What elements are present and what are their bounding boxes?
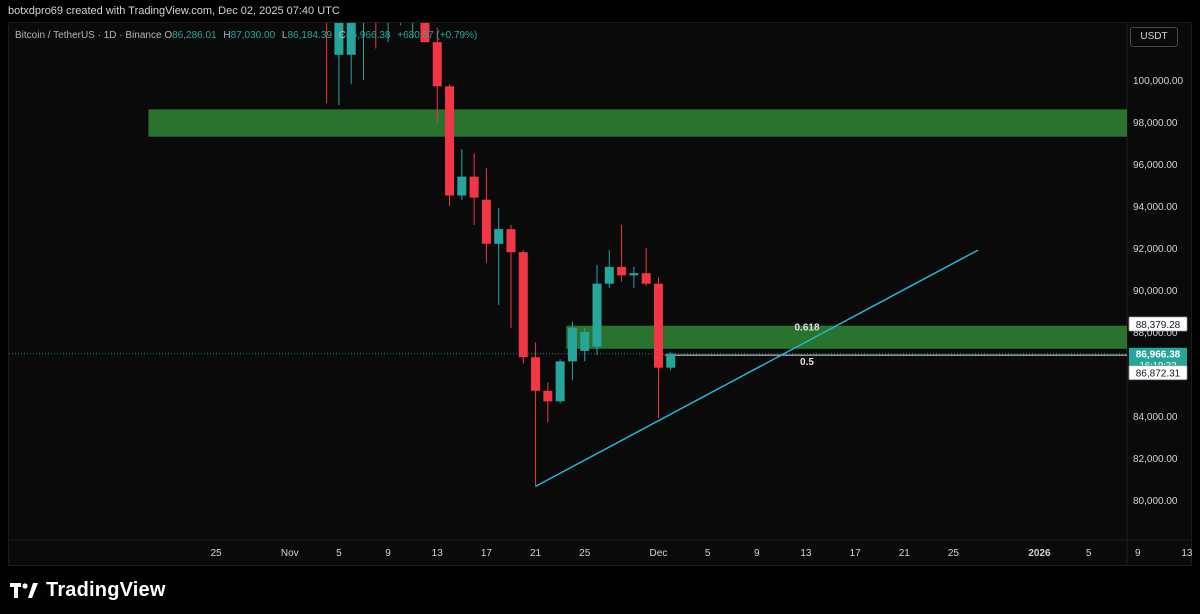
candle-body[interactable] xyxy=(629,273,639,276)
fib-label-0: 0.618 xyxy=(794,323,819,334)
currency-button[interactable]: USDT xyxy=(1130,27,1178,47)
y-tick-label: 98,000.00 xyxy=(1133,118,1178,129)
close-value: 86,966.38 xyxy=(346,30,391,41)
y-tick-label: 84,000.00 xyxy=(1133,412,1178,423)
open-value: 86,286.01 xyxy=(172,30,217,41)
candle-body[interactable] xyxy=(346,13,356,55)
y-tick-label: 100,000.00 xyxy=(1133,76,1183,87)
low-value: 86,184.39 xyxy=(287,30,332,41)
x-tick-label: 13 xyxy=(1181,548,1193,559)
price-tag-label-2: 86,872.31 xyxy=(1136,369,1181,380)
candle-body[interactable] xyxy=(432,42,442,87)
y-tick-label: 94,000.00 xyxy=(1133,202,1178,213)
y-tick-label: 90,000.00 xyxy=(1133,286,1178,297)
footer xyxy=(0,566,1200,614)
candle-body[interactable] xyxy=(494,229,504,244)
price-tag-2[interactable] xyxy=(1128,365,1188,381)
candle-body[interactable] xyxy=(518,252,528,358)
price-tag-0[interactable] xyxy=(1128,316,1188,332)
symbol-title: Bitcoin / TetherUS · 1D · Binance xyxy=(15,30,162,41)
x-tick-label: 5 xyxy=(705,548,711,559)
candle-body[interactable] xyxy=(469,176,479,198)
candle-body[interactable] xyxy=(604,266,614,284)
symbol-legend: Bitcoin / TetherUS · 1D · Binance O86,28… xyxy=(15,30,477,41)
candle-body[interactable] xyxy=(334,0,344,55)
x-tick-label: 25 xyxy=(579,548,591,559)
candle-body[interactable] xyxy=(543,390,553,402)
change-value: +680.37 (+0.79%) xyxy=(397,30,478,41)
candle-body[interactable] xyxy=(384,0,393,13)
x-tick-label: 13 xyxy=(800,548,812,559)
attribution-bar: botxdpro69 created with TradingView.com,… xyxy=(0,0,1200,22)
candle-body[interactable] xyxy=(506,229,516,253)
y-tick-label: 88,000.00 xyxy=(1133,328,1178,339)
tradingview-brand[interactable]: TradingView xyxy=(10,576,166,604)
fib-label-1: 0.5 xyxy=(800,357,814,368)
x-tick-label: 25 xyxy=(210,548,222,559)
candle-body[interactable] xyxy=(359,0,368,17)
x-tick-label: 5 xyxy=(336,548,342,559)
zone-rect-1[interactable] xyxy=(566,325,1127,349)
candle-body[interactable] xyxy=(653,283,663,368)
x-tick-label: Dec xyxy=(650,548,668,559)
x-tick-label: 13 xyxy=(432,548,444,559)
price-chart[interactable]: 0.6180.580,000.0082,000.0084,000.0086,00… xyxy=(0,0,1200,566)
close-label: C xyxy=(338,30,346,41)
x-tick-label: 21 xyxy=(530,548,542,559)
candle-body[interactable] xyxy=(445,86,455,196)
candle-body[interactable] xyxy=(666,353,676,368)
zone-rect-0[interactable] xyxy=(148,109,1127,137)
low-label: L xyxy=(281,30,288,41)
x-tick-label: 5 xyxy=(1086,548,1092,559)
candle-body[interactable] xyxy=(555,361,565,402)
plot-area[interactable]: 0.618 0.5 xyxy=(9,0,1127,488)
high-value: 87,030.00 xyxy=(230,30,276,41)
x-tick-label: 9 xyxy=(1135,548,1141,559)
candle-body[interactable] xyxy=(420,0,430,43)
tradingview-logo-icon xyxy=(10,583,38,598)
x-tick-label: 21 xyxy=(899,548,911,559)
candle-body[interactable] xyxy=(322,0,331,17)
candle-body[interactable] xyxy=(481,199,491,244)
y-tick-label: 80,000.00 xyxy=(1133,496,1178,507)
y-tick-label: 82,000.00 xyxy=(1133,454,1178,465)
x-tick-label: 25 xyxy=(948,548,960,559)
x-tick-label: 9 xyxy=(385,548,391,559)
candle-body[interactable] xyxy=(457,176,467,196)
candle-body[interactable] xyxy=(617,266,627,276)
high-label: H xyxy=(223,30,231,41)
candle-body[interactable] xyxy=(531,357,541,391)
candle-body[interactable] xyxy=(592,283,602,347)
x-tick-label: 9 xyxy=(754,548,760,559)
x-tick-label: Nov xyxy=(281,548,299,559)
y-tick-label: 96,000.00 xyxy=(1133,160,1178,171)
trendline[interactable] xyxy=(535,249,979,488)
x-tick-label: 2026 xyxy=(1028,548,1051,559)
current-price-value: 86,966.38 xyxy=(1136,350,1181,361)
candle-body[interactable] xyxy=(580,332,590,351)
attribution-text: botxdpro69 created with TradingView.com,… xyxy=(8,5,340,17)
candle-body[interactable] xyxy=(567,327,577,362)
price-tag-label-0: 88,379.28 xyxy=(1136,320,1181,331)
candle-body[interactable] xyxy=(371,0,380,13)
y-tick-label: 92,000.00 xyxy=(1133,244,1178,255)
brand-name: TradingView xyxy=(46,578,166,601)
open-label: O xyxy=(164,30,173,41)
x-tick-label: 17 xyxy=(850,548,862,559)
x-tick-label: 17 xyxy=(481,548,493,559)
candle-body[interactable] xyxy=(641,273,651,284)
